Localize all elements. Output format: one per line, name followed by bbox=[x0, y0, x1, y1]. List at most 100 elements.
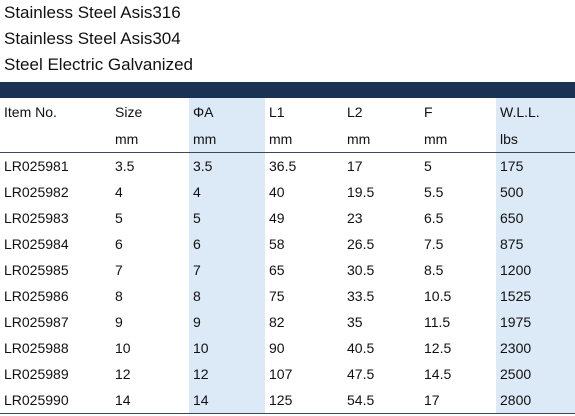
cell-l1: 36.5 bbox=[269, 158, 297, 174]
cell-item-no: LR025988 bbox=[4, 340, 69, 356]
cell-item-no: LR025983 bbox=[4, 210, 69, 226]
cell-l2: 33.5 bbox=[347, 288, 375, 304]
cell-f: 11.5 bbox=[424, 314, 451, 330]
cell-l1: 82 bbox=[269, 314, 285, 330]
cell-l2: 47.5 bbox=[347, 366, 375, 382]
cell-l2: 40.5 bbox=[347, 340, 375, 356]
cell-l1: 58 bbox=[269, 236, 285, 252]
cell-wll: 2300 bbox=[496, 335, 575, 361]
cell-f: 8.5 bbox=[424, 262, 444, 278]
cell-f: 10.5 bbox=[424, 288, 452, 304]
header-f: F bbox=[424, 104, 433, 120]
cell-l1: 125 bbox=[265, 387, 343, 414]
material-title-1: Stainless Steel Asis316 bbox=[4, 3, 181, 22]
unit-wll: lbs bbox=[496, 126, 575, 153]
cell-phi-a: 4 bbox=[189, 179, 265, 205]
table-body: LR025981 3.5 3.5 36.5 17 5 175 LR025982 4 4 40 19.5… bbox=[0, 152, 575, 414]
cell-l2: 35 bbox=[347, 314, 363, 330]
cell-wll: 1200 bbox=[496, 257, 575, 283]
cell-size: 5 bbox=[115, 210, 123, 226]
cell-f: 17 bbox=[420, 387, 496, 414]
unit-l1: mm bbox=[265, 126, 343, 153]
cell-f: 14.5 bbox=[424, 366, 452, 382]
cell-wll: 650 bbox=[496, 205, 575, 231]
cell-l2: 54.5 bbox=[343, 387, 420, 414]
cell-wll: 2500 bbox=[496, 361, 575, 387]
header-size: Size bbox=[115, 104, 143, 120]
table-row: LR025983 5 5 49 23 6.5 650 bbox=[0, 205, 575, 231]
cell-l1: 107 bbox=[269, 366, 293, 382]
header-l2: L2 bbox=[347, 104, 363, 120]
cell-item-no: LR025985 bbox=[4, 262, 69, 278]
header-l1: L1 bbox=[269, 104, 285, 120]
cell-wll: 1975 bbox=[496, 309, 575, 335]
cell-size: 10 bbox=[115, 340, 131, 356]
cell-f: 7.5 bbox=[424, 236, 444, 252]
cell-phi-a: 3.5 bbox=[189, 152, 265, 179]
cell-f: 6.5 bbox=[424, 210, 444, 226]
header-item-no: Item No. bbox=[4, 104, 57, 120]
table-row: LR025984 6 6 58 26.5 7.5 875 bbox=[0, 231, 575, 257]
table-row: LR025985 7 7 65 30.5 8.5 1200 bbox=[0, 257, 575, 283]
cell-phi-a: 8 bbox=[189, 283, 265, 309]
cell-l1: 49 bbox=[269, 210, 285, 226]
cell-wll: 175 bbox=[496, 152, 575, 179]
cell-item-no: LR025989 bbox=[4, 366, 69, 382]
cell-phi-a: 12 bbox=[189, 361, 265, 387]
cell-size: 3.5 bbox=[115, 158, 135, 174]
cell-item-no: LR025990 bbox=[0, 387, 111, 414]
cell-phi-a: 9 bbox=[189, 309, 265, 335]
table-row: LR025982 4 4 40 19.5 5.5 500 bbox=[0, 179, 575, 205]
unit-l2: mm bbox=[343, 126, 420, 153]
cell-phi-a: 6 bbox=[189, 231, 265, 257]
cell-item-no: LR025982 bbox=[4, 184, 69, 200]
cell-f: 5 bbox=[424, 158, 432, 174]
cell-phi-a: 10 bbox=[189, 335, 265, 361]
unit-phi-a: mm bbox=[189, 126, 265, 153]
cell-l2: 23 bbox=[347, 210, 363, 226]
cell-f: 12.5 bbox=[424, 340, 452, 356]
table-row: LR025986 8 8 75 33.5 10.5 1525 bbox=[0, 283, 575, 309]
cell-phi-a: 7 bbox=[189, 257, 265, 283]
cell-size: 4 bbox=[115, 184, 123, 200]
cell-size: 9 bbox=[115, 314, 123, 330]
cell-f: 5.5 bbox=[424, 184, 444, 200]
spec-table: Item No. Size ΦA L1 L2 F W.L.L. mm mm mm… bbox=[0, 98, 575, 414]
header-band bbox=[0, 82, 575, 98]
cell-size: 14 bbox=[111, 387, 189, 414]
cell-l1: 40 bbox=[269, 184, 285, 200]
cell-item-no: LR025987 bbox=[4, 314, 69, 330]
cell-l1: 90 bbox=[269, 340, 285, 356]
cell-wll: 1525 bbox=[496, 283, 575, 309]
cell-l2: 26.5 bbox=[347, 236, 375, 252]
unit-size: mm bbox=[111, 126, 189, 153]
header-phi-a: ΦA bbox=[189, 98, 265, 126]
cell-size: 7 bbox=[115, 262, 123, 278]
cell-item-no: LR025981 bbox=[4, 158, 69, 174]
table-row: LR025981 3.5 3.5 36.5 17 5 175 bbox=[0, 152, 575, 179]
cell-wll: 500 bbox=[496, 179, 575, 205]
cell-item-no: LR025984 bbox=[4, 236, 69, 252]
cell-size: 6 bbox=[115, 236, 123, 252]
unit-f: mm bbox=[420, 126, 496, 153]
cell-wll: 2800 bbox=[496, 387, 575, 414]
table-row: LR025988 10 10 90 40.5 12.5 2300 bbox=[0, 335, 575, 361]
unit-item-no bbox=[0, 126, 111, 153]
cell-l2: 30.5 bbox=[347, 262, 375, 278]
header-row: Item No. Size ΦA L1 L2 F W.L.L. bbox=[0, 98, 575, 126]
title-block: Stainless Steel Asis316 Stainless Steel … bbox=[4, 0, 572, 78]
cell-item-no: LR025986 bbox=[4, 288, 69, 304]
table-row: LR025990 14 14 125 54.5 17 2800 bbox=[0, 387, 575, 414]
material-title-3: Steel Electric Galvanized bbox=[4, 55, 193, 74]
cell-size: 8 bbox=[115, 288, 123, 304]
units-row: mm mm mm mm mm lbs bbox=[0, 126, 575, 153]
cell-l1: 75 bbox=[269, 288, 285, 304]
header-wll: W.L.L. bbox=[496, 98, 575, 126]
material-title-2: Stainless Steel Asis304 bbox=[4, 29, 181, 48]
cell-phi-a: 5 bbox=[189, 205, 265, 231]
table-row: LR025987 9 9 82 35 11.5 1975 bbox=[0, 309, 575, 335]
cell-wll: 875 bbox=[496, 231, 575, 257]
cell-l2: 17 bbox=[347, 158, 363, 174]
cell-l2: 19.5 bbox=[347, 184, 375, 200]
table-row: LR025989 12 12 107 47.5 14.5 2500 bbox=[0, 361, 575, 387]
